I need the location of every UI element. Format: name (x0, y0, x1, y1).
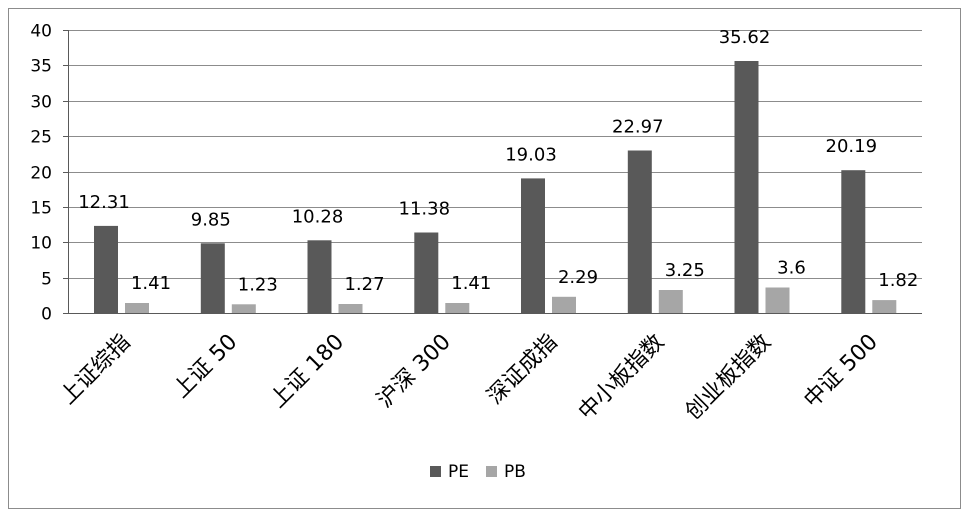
pe-data-label: 12.31 (78, 192, 130, 213)
pb-bar (445, 303, 470, 313)
pb-data-label: 1.27 (344, 274, 384, 295)
y-tick-label: 30 (30, 93, 52, 113)
pe-data-label: 35.62 (719, 27, 771, 48)
pe-legend-label: PE (448, 462, 469, 482)
pe-bar (734, 61, 759, 313)
pe-data-label: 11.38 (399, 199, 451, 220)
y-tick-label: 20 (30, 164, 52, 184)
pb-legend-label: PB (504, 462, 526, 482)
pb-data-label: 2.29 (558, 267, 598, 288)
pe-bar (200, 243, 225, 313)
pb-data-label: 1.41 (131, 273, 171, 294)
y-tick-label: 0 (41, 305, 52, 325)
pe-data-label: 20.19 (826, 136, 878, 157)
pb-bar (765, 287, 790, 313)
pe-bar (94, 225, 118, 313)
y-tick-label: 10 (30, 234, 52, 254)
bars (94, 61, 897, 313)
pe-bar (521, 178, 545, 313)
y-tick-label: 15 (30, 199, 52, 219)
pe-data-label: 9.85 (191, 209, 231, 230)
pb-legend-swatch (486, 466, 497, 477)
pe-bar (841, 170, 866, 313)
pb-bar (552, 296, 576, 313)
pb-bar (338, 304, 363, 313)
pb-bar (872, 300, 897, 313)
pb-data-label: 1.23 (238, 274, 278, 295)
pb-data-label: 3.6 (777, 258, 806, 279)
y-tick-label: 40 (30, 22, 52, 42)
pb-data-label: 1.82 (878, 270, 918, 291)
pb-bar (231, 304, 256, 313)
pe-data-label: 10.28 (292, 206, 344, 227)
pb-bar (658, 290, 683, 313)
pe-bar (414, 232, 439, 313)
pe-data-label: 22.97 (612, 117, 664, 138)
pb-bar (125, 303, 149, 313)
pe-legend-swatch (430, 466, 441, 477)
pb-data-label: 3.25 (665, 260, 705, 281)
legend: PE PB (430, 462, 526, 482)
pe-data-label: 19.03 (505, 144, 557, 165)
pb-data-label: 1.41 (451, 273, 491, 294)
y-tick-label: 5 (41, 270, 52, 290)
data-labels: 12.31 1.41 9.85 1.23 10.28 1.27 11.38 1.41 19.03… (78, 27, 918, 295)
chart-border (8, 8, 961, 509)
y-tick-label: 25 (30, 128, 52, 148)
y-axis: 0 5 10 15 20 25 30 35 40 (30, 22, 69, 325)
pe-bar (627, 150, 652, 313)
pe-bar (307, 240, 332, 313)
y-tick-label: 35 (30, 57, 52, 77)
